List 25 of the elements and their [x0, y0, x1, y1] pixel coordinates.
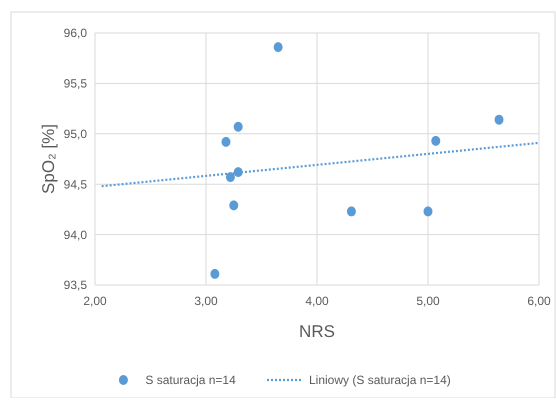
- point: [346, 206, 356, 216]
- y-tick-label: 94,0: [64, 228, 88, 242]
- y-tick-label: 94,5: [64, 177, 88, 192]
- y-tick-label: 93,5: [64, 278, 88, 292]
- x-tick-label: 3,00: [194, 294, 218, 308]
- y-tick-label: 95,5: [64, 76, 88, 91]
- point: [494, 114, 504, 125]
- point: [234, 122, 243, 132]
- x-tick-label: 6,00: [527, 294, 551, 308]
- point: [221, 136, 230, 147]
- point: [431, 136, 440, 146]
- point: [229, 200, 238, 210]
- y-axis-title: SpO₂ [%]: [39, 124, 58, 194]
- point: [424, 206, 432, 216]
- x-tick-label: 2,00: [83, 294, 107, 308]
- legend-label: Liniowy (S saturacja n=14): [309, 373, 451, 388]
- x-tick-label: 5,00: [416, 294, 440, 308]
- point: [226, 172, 235, 182]
- x-tick-label: 4,00: [305, 294, 329, 308]
- x-axis-title: NRS: [299, 322, 335, 341]
- legend-label: S saturacja n=14: [145, 373, 236, 388]
- point: [274, 42, 283, 52]
- y-tick-label: 96,0: [64, 26, 88, 40]
- point: [210, 268, 220, 279]
- y-tick-label: 95,0: [64, 127, 88, 141]
